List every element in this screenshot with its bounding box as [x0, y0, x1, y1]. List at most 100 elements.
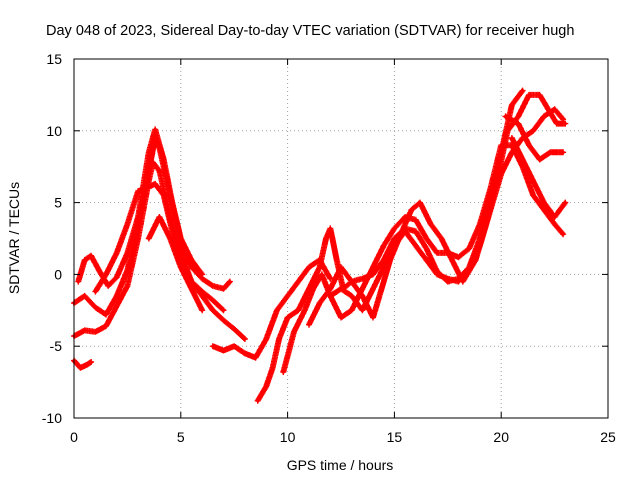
data-point: [211, 284, 215, 288]
data-point: [503, 114, 508, 119]
y-axis-label: SDTVAR / TECUs: [6, 182, 22, 294]
data-point: [200, 272, 204, 276]
data-point: [106, 284, 110, 288]
data-point: [147, 236, 151, 241]
data-point: [243, 337, 247, 341]
series-track-12: [508, 135, 569, 220]
data-point: [360, 277, 364, 281]
x-axis-label: GPS time / hours: [287, 457, 394, 473]
data-point: [435, 272, 439, 276]
data-point: [189, 287, 194, 291]
data-point: [488, 208, 493, 212]
data-point: [339, 315, 343, 320]
x-tick-label: 20: [493, 429, 509, 445]
y-tick-label: 0: [54, 266, 62, 282]
data-point: [478, 244, 482, 248]
data-point: [318, 301, 322, 305]
data-point: [350, 279, 354, 284]
data-point: [548, 150, 552, 154]
data-point: [392, 236, 396, 241]
data-point: [93, 290, 97, 294]
data-point: [510, 136, 514, 140]
data-point: [553, 107, 557, 111]
data-point: [506, 129, 510, 133]
y-tick-label: 15: [46, 51, 62, 67]
data-point: [488, 186, 493, 190]
data-point: [527, 93, 531, 97]
data-point: [531, 179, 535, 183]
data-point: [553, 215, 557, 219]
data-point: [510, 150, 514, 154]
data-point: [264, 384, 268, 389]
data-point: [499, 172, 503, 176]
data-point: [157, 169, 162, 173]
data-point: [104, 324, 108, 328]
data-point: [531, 193, 535, 198]
data-point: [553, 222, 557, 226]
data-point: [147, 150, 151, 154]
data-point: [157, 215, 162, 219]
data-point: [136, 189, 140, 193]
data-point: [531, 129, 535, 133]
data-point: [221, 318, 226, 322]
data-point: [542, 208, 546, 212]
data-point: [561, 232, 565, 236]
data-point: [414, 229, 418, 233]
series-track-5: [145, 214, 206, 314]
data-point: [516, 114, 520, 119]
data-point: [253, 356, 258, 360]
data-point: [563, 201, 567, 205]
data-point: [561, 150, 565, 154]
data-point: [403, 229, 407, 233]
data-point: [115, 275, 119, 279]
data-point: [307, 265, 311, 269]
data-point: [93, 330, 97, 334]
data-point: [179, 236, 183, 241]
data-point: [328, 294, 332, 298]
data-point: [221, 308, 226, 312]
plot-frame: [73, 58, 609, 419]
data-point: [311, 287, 315, 291]
data-point: [286, 294, 290, 298]
data-point: [115, 294, 119, 298]
data-point: [200, 290, 204, 294]
data-point: [382, 265, 386, 269]
data-point: [392, 226, 396, 231]
data-point: [125, 222, 129, 226]
data-point: [538, 157, 542, 162]
data-point: [78, 366, 83, 370]
data-point: [115, 251, 119, 255]
data-point: [189, 258, 194, 262]
series-track-4: [92, 180, 227, 314]
data-point: [555, 122, 559, 126]
data-point: [563, 122, 567, 126]
data-point: [286, 315, 290, 320]
data-point: [414, 244, 418, 248]
data-point: [377, 294, 382, 298]
data-point: [170, 229, 174, 233]
tick-labels: 0 5 10 15 20 25 -10 -5 0 5 10 15: [42, 51, 616, 445]
data-point: [371, 265, 375, 269]
data-point: [76, 279, 80, 284]
x-tick-label: 10: [280, 429, 296, 445]
data-point: [232, 327, 236, 331]
data-point: [414, 218, 418, 222]
data-point: [542, 114, 546, 119]
data-point: [382, 244, 386, 248]
data-point: [320, 272, 324, 276]
data-point: [360, 287, 364, 291]
data-point: [115, 304, 119, 308]
data-point: [350, 308, 354, 312]
data-point: [153, 127, 157, 131]
data-point: [168, 236, 172, 241]
y-tick-label: 10: [46, 123, 62, 139]
data-points-layer: [71, 87, 569, 404]
data-point: [189, 265, 194, 269]
data-point: [328, 226, 332, 231]
data-point: [221, 348, 226, 353]
data-point: [520, 88, 525, 93]
data-point: [392, 244, 396, 248]
data-point: [296, 279, 300, 284]
data-point: [561, 117, 565, 121]
